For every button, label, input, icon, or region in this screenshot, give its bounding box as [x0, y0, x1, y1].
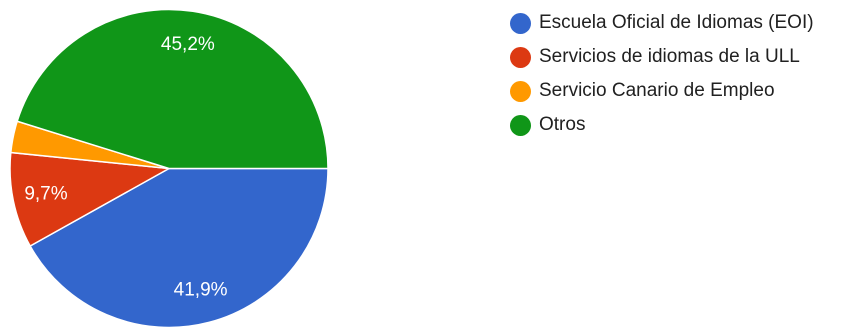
data-label-ull: 9,7%	[24, 183, 67, 204]
legend-swatch-sce	[510, 80, 531, 102]
legend-label-otros: Otros	[539, 114, 586, 135]
pie-slice-ull[interactable]	[9, 151, 172, 247]
pie-chart: 41,9% 9,7% 45,2%	[9, 8, 329, 329]
legend-swatch-eoi	[510, 12, 531, 34]
legend-item-sce[interactable]: Servicio Canario de Empleo	[510, 74, 814, 108]
legend: Escuela Oficial de Idiomas (EOI) Servici…	[510, 6, 814, 142]
pie-slice-eoi[interactable]	[29, 167, 329, 329]
legend-item-otros[interactable]: Otros	[510, 108, 814, 142]
pie-slice-otros[interactable]	[16, 8, 329, 170]
legend-label-eoi: Escuela Oficial de Idiomas (EOI)	[539, 12, 814, 33]
legend-swatch-otros	[510, 114, 531, 136]
data-label-eoi: 41,9%	[174, 280, 228, 301]
legend-item-ull[interactable]: Servicios de idiomas de la ULL	[510, 40, 814, 74]
legend-label-ull: Servicios de idiomas de la ULL	[539, 46, 800, 67]
legend-item-eoi[interactable]: Escuela Oficial de Idiomas (EOI)	[510, 6, 814, 40]
pie-slices	[9, 8, 329, 329]
legend-swatch-ull	[510, 46, 531, 68]
data-label-otros: 45,2%	[161, 34, 215, 55]
pie-data-labels: 41,9% 9,7% 45,2%	[24, 34, 227, 301]
legend-label-sce: Servicio Canario de Empleo	[539, 80, 775, 101]
